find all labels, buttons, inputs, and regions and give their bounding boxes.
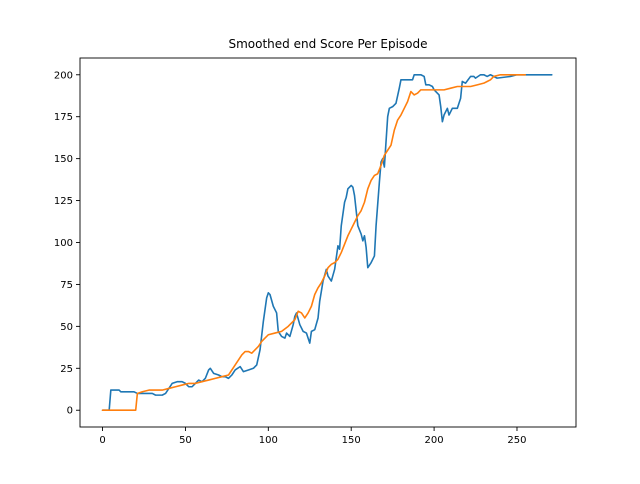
- y-tick-label: 0: [67, 406, 73, 417]
- y-tick-label: 175: [54, 112, 73, 123]
- x-tick-label: 150: [342, 435, 361, 446]
- x-tick-label: 50: [179, 435, 192, 446]
- series-line-1: [101, 73, 553, 412]
- y-tick-label: 150: [54, 154, 73, 165]
- y-tick-label: 125: [54, 196, 73, 207]
- chart-title: Smoothed end Score Per Episode: [228, 37, 427, 51]
- x-tick-label: 250: [507, 435, 526, 446]
- y-tick-label: 75: [60, 280, 73, 291]
- x-tick-label: 200: [425, 435, 444, 446]
- series-line-2: [101, 73, 527, 412]
- y-tick-label: 100: [54, 238, 73, 249]
- x-tick-label: 0: [99, 435, 105, 446]
- y-tick-label: 50: [60, 322, 73, 333]
- series-layer: [101, 73, 553, 412]
- axis-layer: 0 50 100 150 200 250 0 25 50 75 100 125 150 175 200: [54, 57, 577, 446]
- y-tick-label: 200: [54, 70, 73, 81]
- x-tick-label: 100: [259, 435, 278, 446]
- y-tick-label: 25: [60, 364, 73, 375]
